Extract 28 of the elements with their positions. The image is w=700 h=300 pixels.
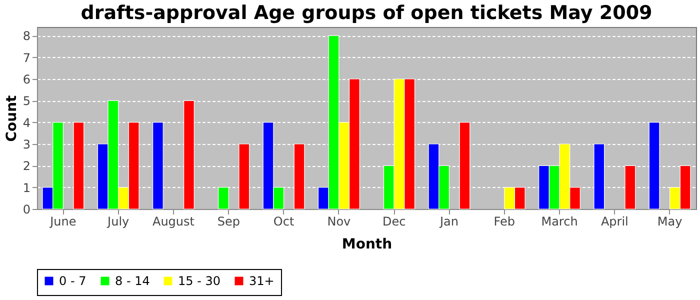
- x-tick-label: July: [106, 214, 130, 228]
- y-axis-title: Count: [4, 94, 20, 142]
- x-tick-label: Oct: [273, 214, 294, 228]
- legend-label: 31+: [249, 274, 274, 288]
- x-axis-title: Month: [342, 236, 392, 252]
- y-tick-label: 8: [22, 29, 30, 44]
- y-tick-label: 7: [22, 50, 30, 65]
- x-tick-label: Nov: [327, 214, 351, 228]
- legend-label: 0 - 7: [59, 274, 86, 288]
- x-tick-label: Feb: [494, 214, 515, 228]
- legend-label: 15 - 30: [178, 274, 220, 288]
- x-tick-label: June: [49, 214, 76, 228]
- y-tick-label: 2: [22, 159, 30, 174]
- y-tick-label: 3: [22, 138, 30, 152]
- chart-title: drafts-approval Age groups of open tickets May 2009: [80, 2, 652, 24]
- y-tick-label: 5: [22, 94, 30, 108]
- x-tick-label: April: [600, 214, 628, 228]
- x-tick-label: Sep: [217, 214, 240, 228]
- x-tick-label: August: [152, 214, 195, 228]
- y-tick-label: 1: [22, 180, 30, 195]
- legend-label: 8 - 14: [115, 274, 150, 288]
- y-tick-label: 6: [22, 72, 30, 86]
- x-tick-label: Jan: [438, 214, 458, 228]
- x-tick-label: March: [541, 214, 578, 228]
- x-tick-label: Dec: [382, 214, 406, 228]
- y-tick-label: 0: [22, 202, 30, 216]
- x-tick-label: May: [657, 214, 682, 228]
- y-tick-label: 4: [22, 116, 30, 130]
